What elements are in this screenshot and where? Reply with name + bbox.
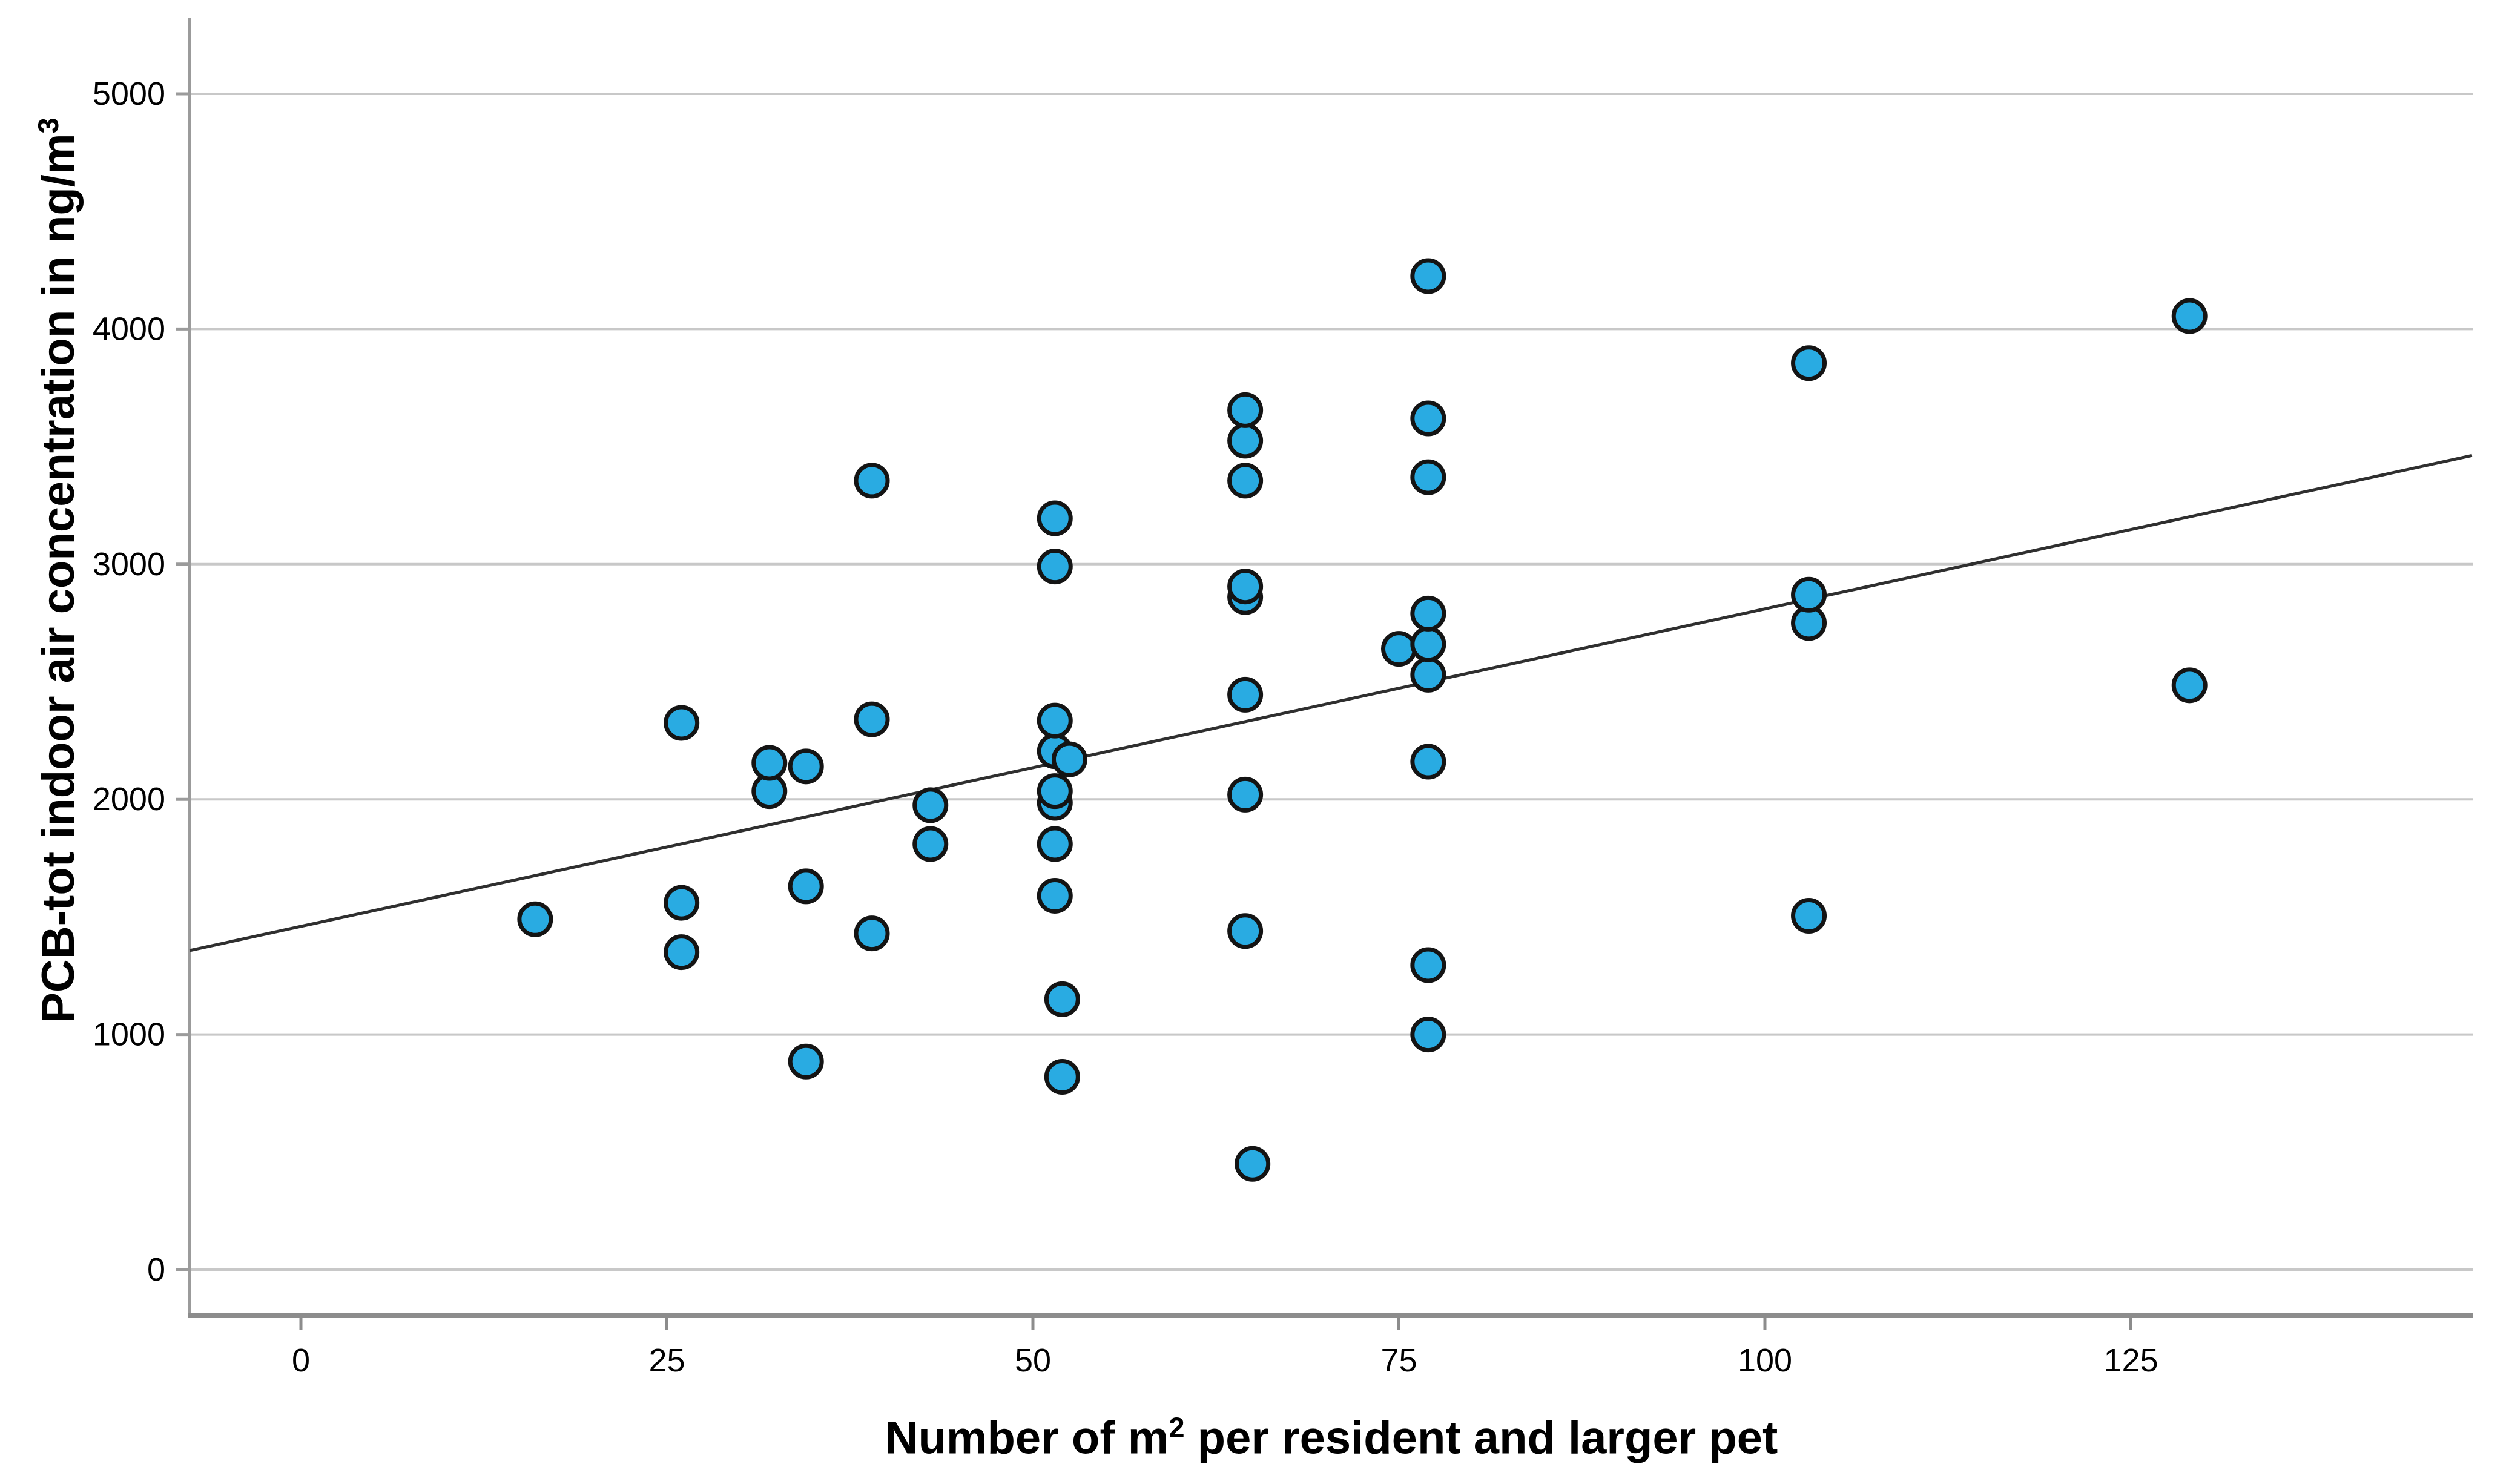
- data-point: [1410, 947, 1446, 983]
- data-point: [1381, 631, 1417, 667]
- gridlines: [190, 93, 2473, 1271]
- data-point: [1227, 569, 1264, 605]
- data-point: [517, 901, 553, 937]
- data-point: [1410, 1017, 1446, 1053]
- data-point: [1410, 595, 1446, 632]
- x-tick-label: 25: [648, 1342, 685, 1379]
- data-point: [1410, 459, 1446, 495]
- data-point: [1227, 776, 1264, 813]
- tick-labels: 0 1000 2000 3000 4000 5000 0 25 50 75 100 125: [93, 76, 2158, 1379]
- data-point: [1227, 676, 1264, 713]
- data-point: [1037, 877, 1073, 914]
- data-point: [1044, 1059, 1080, 1095]
- x-axis-title: Number of m2 per resident and larger pet: [190, 1411, 2473, 1464]
- x-tick-label: 75: [1380, 1342, 1417, 1379]
- data-point: [1227, 913, 1264, 949]
- y-tick-label: 5000: [93, 76, 165, 112]
- data-point: [1037, 702, 1073, 739]
- data-point: [664, 705, 700, 741]
- data-point: [854, 915, 890, 952]
- data-point: [1410, 744, 1446, 780]
- x-tick-label: 50: [1015, 1342, 1051, 1379]
- data-point: [1410, 400, 1446, 437]
- data-point: [1037, 500, 1073, 536]
- regression-line: [189, 453, 2473, 952]
- data-point: [664, 934, 700, 971]
- data-point: [1410, 656, 1446, 693]
- y-axis-title-superscript: 3: [31, 117, 64, 134]
- y-tick-label: 2000: [93, 781, 165, 817]
- data-point: [854, 463, 890, 499]
- data-point: [854, 701, 890, 737]
- axes: [176, 18, 2473, 1330]
- data-point: [1791, 576, 1827, 613]
- data-point: [751, 745, 788, 781]
- x-tick-label: 125: [2103, 1342, 2158, 1379]
- data-point: [1037, 773, 1073, 810]
- y-tick-label: 4000: [93, 311, 165, 347]
- y-axis-title-text: PCB-tot indoor air concentration in ng/m: [33, 133, 85, 1023]
- data-point: [1044, 981, 1080, 1017]
- y-tick-label: 0: [147, 1252, 165, 1288]
- trend-line-group: [189, 453, 2473, 952]
- data-point: [1235, 1146, 1271, 1182]
- data-points: [517, 258, 2208, 1182]
- x-tick-label: 100: [1738, 1342, 1792, 1379]
- data-point: [1791, 897, 1827, 934]
- data-point: [2171, 298, 2208, 334]
- data-point: [1227, 463, 1264, 499]
- data-point: [788, 1043, 824, 1080]
- data-point: [1051, 741, 1087, 777]
- data-point: [912, 826, 949, 862]
- data-point: [788, 868, 824, 905]
- data-point: [1410, 258, 1446, 294]
- data-point: [912, 787, 949, 823]
- data-point: [1037, 549, 1073, 585]
- data-point: [788, 748, 824, 785]
- x-axis-title-superscript: 2: [1169, 1411, 1185, 1443]
- x-tick-label: 0: [292, 1342, 310, 1379]
- data-point: [1227, 423, 1264, 459]
- y-axis-title: PCB-tot indoor air concentration in ng/m…: [31, 117, 85, 1023]
- data-point: [1037, 826, 1073, 862]
- x-axis-title-text-2: per resident and larger pet: [1184, 1412, 1778, 1464]
- data-point: [664, 885, 700, 921]
- data-point: [1410, 626, 1446, 662]
- x-axis-title-text: Number of m: [885, 1412, 1169, 1464]
- data-point: [1791, 345, 1827, 381]
- data-point: [2171, 667, 2208, 704]
- y-tick-label: 1000: [93, 1017, 165, 1053]
- data-point: [1227, 392, 1264, 428]
- y-tick-label: 3000: [93, 546, 165, 582]
